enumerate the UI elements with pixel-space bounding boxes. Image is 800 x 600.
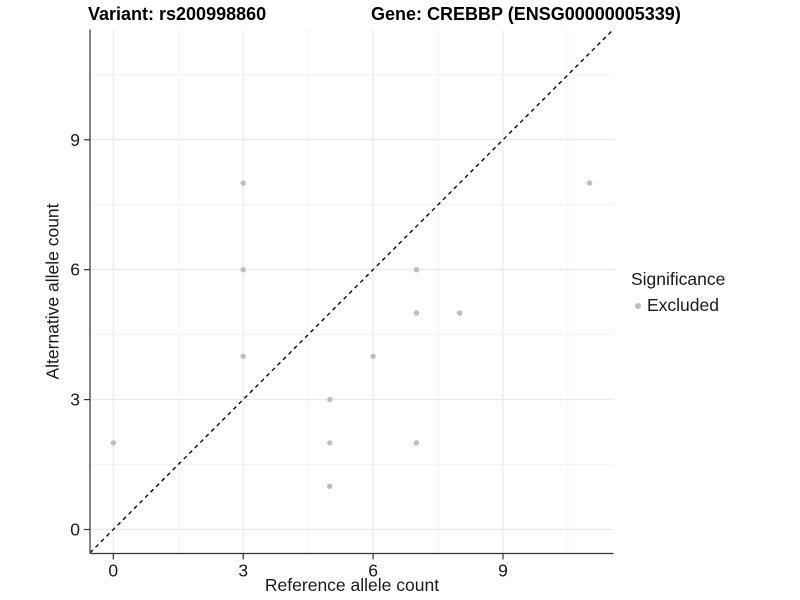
x-tick-label: 0 xyxy=(108,561,118,581)
data-point xyxy=(327,396,333,403)
data-point xyxy=(110,440,117,446)
data-point xyxy=(240,180,246,186)
data-point xyxy=(240,267,246,273)
x-tick-label: 3 xyxy=(238,561,248,581)
data-point xyxy=(413,440,420,446)
legend: Significance Excluded xyxy=(631,269,725,316)
data-point xyxy=(413,267,420,273)
x-tick-label: 6 xyxy=(368,561,378,581)
legend-point-icon xyxy=(635,302,641,309)
identity-line xyxy=(89,29,614,554)
y-axis-title: Alternative allele count xyxy=(42,203,63,380)
y-tick-label: 9 xyxy=(70,130,80,150)
data-point xyxy=(240,353,246,359)
y-tick-label: 3 xyxy=(70,390,80,410)
legend-item-label: Excluded xyxy=(647,295,719,315)
data-point xyxy=(327,483,333,489)
y-tick-label: 6 xyxy=(70,260,80,280)
legend-item-excluded: Excluded xyxy=(631,295,725,316)
data-point xyxy=(327,440,333,446)
legend-title: Significance xyxy=(631,269,726,289)
x-axis-title: Reference allele count xyxy=(264,575,440,595)
data-point xyxy=(370,353,376,359)
variant-title: Variant: rs200998860 xyxy=(88,4,267,24)
gene-title: Gene: CREBBP (ENSG00000005339) xyxy=(371,4,681,24)
data-point xyxy=(457,310,463,316)
x-tick-label: 9 xyxy=(498,561,508,581)
data-point xyxy=(586,180,593,186)
y-tick-label: 0 xyxy=(70,520,80,540)
data-point xyxy=(413,310,420,316)
